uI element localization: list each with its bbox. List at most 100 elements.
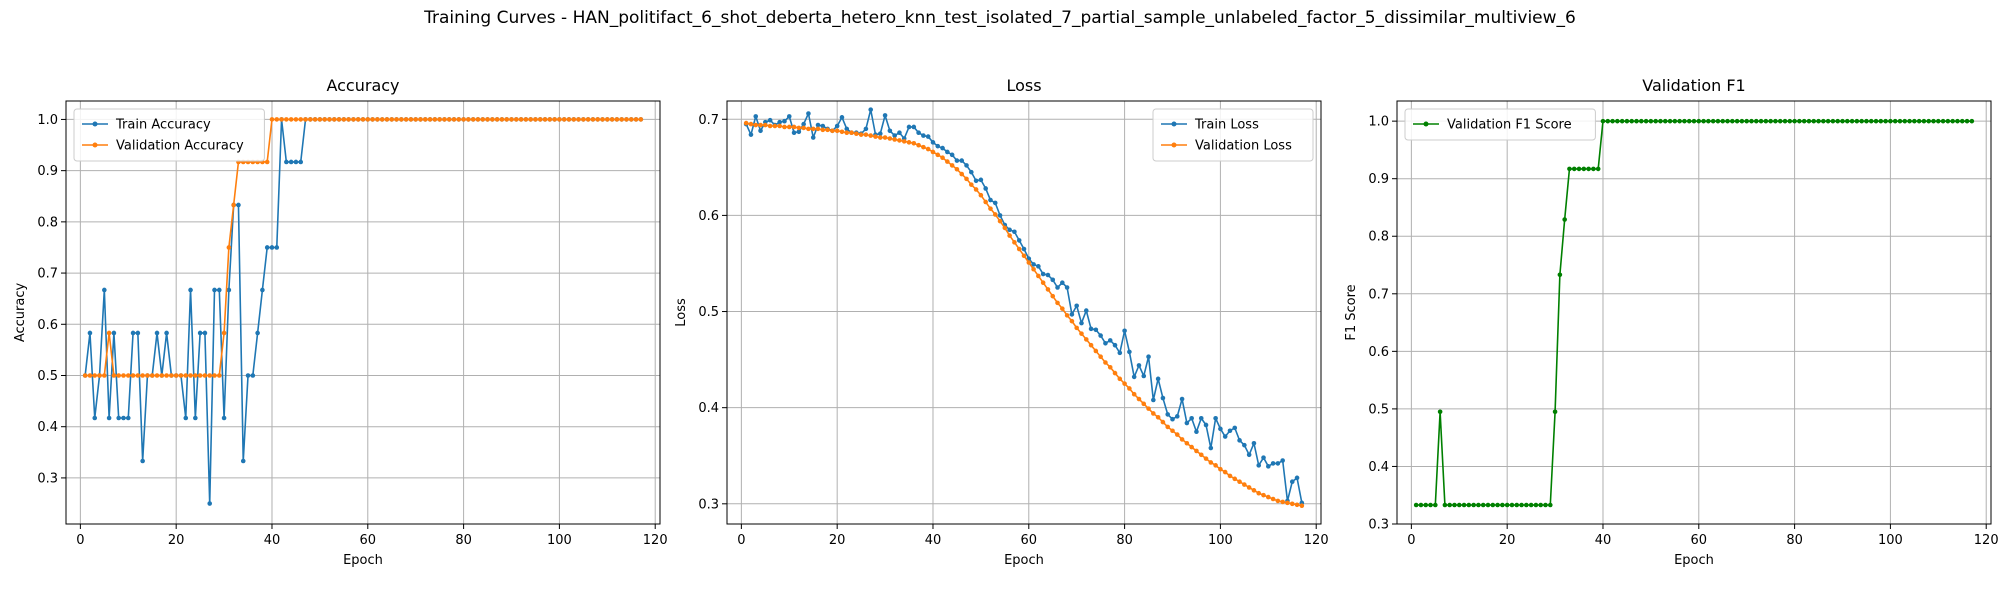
chart-3-series-1-point	[1629, 118, 1635, 124]
chart-1-series-1-point	[245, 373, 251, 378]
chart-2-series-2-point	[791, 124, 797, 130]
chart-2-series-1-point	[815, 122, 821, 128]
chart-2-series-2-point	[873, 134, 878, 139]
chart-1-series-1-point	[130, 330, 136, 336]
chart-1-series-2-point	[628, 117, 634, 122]
chart-1-series-1-point	[87, 330, 93, 336]
chart-3-y-tick-label: 0.9	[1368, 172, 1389, 187]
chart-3-series-1-point	[1447, 502, 1452, 508]
chart-3-series-1-point	[1595, 166, 1601, 172]
chart-3-series-1-point	[1725, 118, 1730, 124]
chart-3-series-1-point	[1868, 118, 1874, 124]
chart-2-series-1-point	[911, 124, 917, 130]
chart-2-series-2-point	[997, 218, 1003, 224]
chart-1-series-2-point	[600, 117, 605, 122]
chart-3-series-1-point	[1667, 118, 1673, 124]
chart-1-series-2-point	[365, 117, 371, 122]
chart-2-series-2-point	[1261, 492, 1266, 498]
chart-3-series-1-point	[1830, 118, 1836, 124]
chart-1-series-1-point	[92, 415, 98, 421]
chart-3-series-1-point	[1907, 118, 1912, 124]
chart-1-series-1-point	[111, 330, 117, 336]
chart-2-series-2-point	[949, 163, 955, 168]
chart-1-y-tick-label: 1.0	[37, 113, 58, 128]
chart-3-series-1-point	[1476, 502, 1481, 508]
chart-3-series-1-point	[1854, 118, 1860, 124]
chart-2-series-1-point	[786, 114, 792, 119]
chart-2-series-2-point	[1179, 437, 1185, 442]
chart-1-series-1-point	[125, 415, 131, 421]
chart-1-series-2-point	[609, 117, 615, 122]
chart-1-series-2-point	[130, 373, 136, 378]
chart-1-series-2-point	[178, 373, 184, 378]
chart-3-series-1-point	[1878, 118, 1884, 124]
chart-1-series-2-point	[346, 117, 351, 122]
chart-2-series-1-point	[1280, 458, 1285, 463]
chart-1-x-axis-label: Epoch	[343, 553, 383, 568]
chart-3-series-1-point	[1562, 217, 1567, 222]
chart-2-legend-swatch-marker	[1171, 142, 1177, 148]
chart-3-frame	[1396, 100, 1992, 525]
chart-2-series-1-point	[753, 114, 759, 119]
chart-1-series-1-line	[84, 118, 641, 505]
chart-1-series-2-point	[312, 117, 318, 122]
chart-3-series-1-point	[1844, 118, 1850, 124]
chart-1-series-2-point	[298, 117, 304, 122]
chart-3-series-1-point	[1433, 502, 1438, 508]
chart-2-series-1-point	[1218, 426, 1223, 432]
chart-1-series-2-point	[528, 117, 533, 122]
chart-2-series-2-point	[1088, 342, 1094, 348]
chart-2-series-2-point	[849, 130, 854, 136]
chart-2-series-1-point	[767, 117, 773, 123]
chart-3-series-1-point	[1811, 118, 1817, 124]
chart-1-x-tick-label: 40	[264, 533, 281, 548]
chart-3-series-1-point	[1959, 118, 1965, 124]
chart-3-series-1-point	[1672, 118, 1678, 124]
chart-3-series-1-point	[1825, 118, 1831, 124]
chart-1-series-2-point	[197, 373, 203, 378]
chart-1-x-tick-label: 120	[643, 533, 668, 548]
chart-2-series-2-point	[839, 129, 845, 135]
chart-2-series-2-point	[921, 144, 926, 150]
chart-2-series-2-point	[1203, 456, 1209, 461]
chart-2-series-2-point	[992, 212, 998, 217]
chart-2-series-1-point	[1213, 415, 1218, 421]
chart-2-series-1-point	[1088, 326, 1094, 332]
chart-2-series-2-point	[1141, 401, 1147, 407]
chart-3-series-1-point	[1571, 166, 1577, 172]
chart-3-series-1-point	[1936, 118, 1941, 124]
chart-1-series-1-point	[164, 330, 169, 336]
chart-1-legend-box	[73, 108, 265, 162]
chart-2-series-2-point	[1021, 253, 1027, 259]
chart-2-series-1-point	[863, 126, 869, 132]
chart-2-series-2-point	[1146, 406, 1151, 411]
chart-3-series-1-point	[1442, 502, 1448, 508]
chart-2-series-2-point	[1294, 502, 1300, 508]
chart-3-series-1-point	[1883, 118, 1888, 124]
chart-1-series-2-point	[451, 117, 457, 122]
chart-3-series-1-point	[1509, 502, 1515, 508]
chart-2-series-1-point	[1194, 429, 1199, 435]
chart-3-series-1-point	[1576, 166, 1582, 172]
chart-1-series-2-point	[485, 117, 490, 122]
chart-2-y-axis-label: Loss	[674, 298, 689, 327]
chart-1-series-2-point	[82, 373, 88, 378]
chart-1-series-2-point	[418, 117, 423, 122]
chart-2-y-tick-label: 0.5	[698, 305, 719, 320]
chart-3-x-tick-label: 20	[1499, 533, 1516, 548]
chart-1-series-1-point	[250, 373, 256, 378]
chart-2-y-tick-label: 0.6	[698, 209, 719, 224]
chart-2-series-1-point	[906, 124, 912, 130]
chart-1-series-2-point	[92, 373, 98, 378]
chart-3-series-1-point	[1969, 118, 1975, 124]
chart-2-series-2-point	[911, 141, 917, 146]
chart-1-series-2-point	[279, 117, 284, 122]
chart-2-series-2-point	[810, 126, 816, 132]
chart-2-series-2-point	[1194, 448, 1199, 454]
chart-2-x-tick-label: 100	[1208, 533, 1233, 548]
chart-2-series-1-point	[992, 200, 998, 206]
chart-1-x-tick-label: 100	[547, 533, 572, 548]
chart-1-y-tick-label: 0.4	[37, 420, 58, 435]
chart-2-series-2-point	[892, 137, 897, 142]
